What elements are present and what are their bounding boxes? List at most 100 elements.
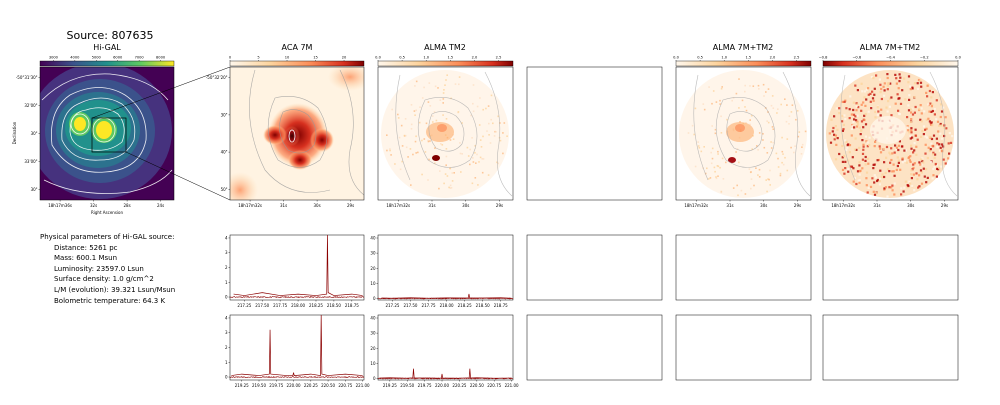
noise-speckle (410, 184, 412, 186)
noise-speckle (913, 149, 916, 152)
noise-speckle (427, 101, 430, 103)
noise-speckle (900, 187, 903, 190)
noise-speckle (857, 123, 860, 126)
noise-speckle (767, 178, 769, 180)
x-tick-label: 32s (90, 203, 97, 208)
noise-speckle (943, 124, 946, 127)
noise-speckle (919, 81, 923, 84)
noise-speckle (891, 189, 894, 192)
noise-speckle (893, 182, 896, 185)
noise-speckle (712, 90, 715, 92)
noise-speckle (893, 174, 896, 177)
noise-speckle (714, 170, 716, 173)
noise-speckle (882, 85, 885, 88)
noise-speckle (877, 158, 880, 162)
noise-speckle (854, 137, 857, 140)
noise-speckle (744, 193, 747, 195)
x-tick-label: 219.50 (400, 383, 414, 388)
noise-speckle (769, 169, 771, 172)
noise-speckle (506, 135, 508, 137)
noise-speckle (471, 182, 474, 185)
noise-speckle (717, 153, 719, 155)
noise-speckle (895, 146, 898, 149)
combined-axes: 18h17m32s 31s 30s 29s (684, 200, 801, 208)
noise-speckle (872, 99, 875, 102)
noise-speckle (882, 147, 885, 151)
noise-speckle (737, 194, 739, 197)
noise-speckle (897, 144, 900, 147)
noise-speckle (386, 134, 388, 136)
noise-speckle (772, 107, 775, 109)
noise-speckle (795, 118, 797, 121)
noise-speckle (875, 74, 878, 77)
noise-speckle (908, 131, 911, 134)
noise-speckle (847, 168, 850, 171)
noise-speckle (846, 146, 849, 149)
noise-speckle (782, 163, 785, 166)
noise-speckle (838, 107, 841, 110)
noise-speckle (883, 94, 886, 97)
panel-title-tm2: ALMA TM2 (424, 43, 466, 52)
noise-speckle (720, 115, 722, 118)
noise-speckle (758, 176, 761, 178)
noise-speckle (828, 132, 831, 135)
noise-speckle (449, 187, 452, 189)
noise-speckle (864, 155, 867, 159)
noise-speckle (897, 87, 900, 90)
noise-speckle (855, 105, 858, 108)
noise-speckle (940, 143, 944, 146)
noise-speckle (758, 88, 760, 90)
residual-image (823, 67, 958, 200)
noise-speckle (896, 93, 899, 96)
noise-speckle (403, 134, 406, 137)
noise-speckle (849, 165, 853, 168)
noise-speckle (397, 113, 399, 116)
noise-speckle (786, 169, 789, 172)
blank-panel-r3c3 (526, 314, 663, 381)
y-tick-label: -50°31'30" (16, 75, 38, 80)
noise-speckle (860, 129, 863, 132)
noise-speckle (931, 177, 934, 180)
noise-speckle (883, 161, 886, 164)
noise-speckle (841, 120, 844, 123)
y-tick-label: 30" (31, 187, 38, 192)
noise-speckle (836, 128, 839, 131)
noise-speckle (848, 108, 851, 111)
noise-speckle (749, 123, 751, 126)
noise-speckle (947, 142, 950, 145)
noise-speckle (752, 85, 755, 87)
noise-speckle (868, 144, 871, 147)
noise-speckle (714, 132, 717, 135)
colorbar-tick-label: 0.5 (399, 56, 405, 60)
noise-speckle (948, 132, 951, 135)
noise-speckle (909, 137, 912, 140)
y-tick-label: 40" (221, 150, 228, 155)
noise-speckle (920, 158, 923, 161)
noise-speckle (858, 170, 861, 173)
noise-speckle (766, 152, 769, 154)
noise-speckle (434, 162, 436, 165)
noise-speckle (784, 98, 786, 100)
noise-speckle (855, 109, 858, 112)
noise-speckle (925, 127, 928, 130)
noise-speckle (886, 76, 889, 80)
noise-speckle (757, 84, 760, 87)
colorbar-tick-label: 2.5 (794, 56, 800, 60)
x-tick-label: 29s (794, 203, 801, 208)
noise-speckle (907, 129, 910, 132)
noise-speckle (919, 104, 922, 107)
noise-speckle (865, 98, 868, 101)
noise-speckle (931, 109, 934, 113)
x-tick-label: 217.50 (403, 303, 417, 308)
noise-speckle (883, 175, 886, 179)
noise-speckle (413, 110, 416, 112)
noise-speckle (873, 87, 876, 90)
noise-speckle (888, 105, 891, 108)
noise-speckle (720, 87, 723, 90)
x-tick-label: 217.25 (385, 303, 399, 308)
noise-speckle (725, 161, 727, 164)
noise-speckle (924, 143, 927, 146)
noise-speckle (864, 135, 867, 138)
noise-speckle (890, 186, 893, 189)
x-tick-label: 18h17m32s (238, 203, 262, 208)
